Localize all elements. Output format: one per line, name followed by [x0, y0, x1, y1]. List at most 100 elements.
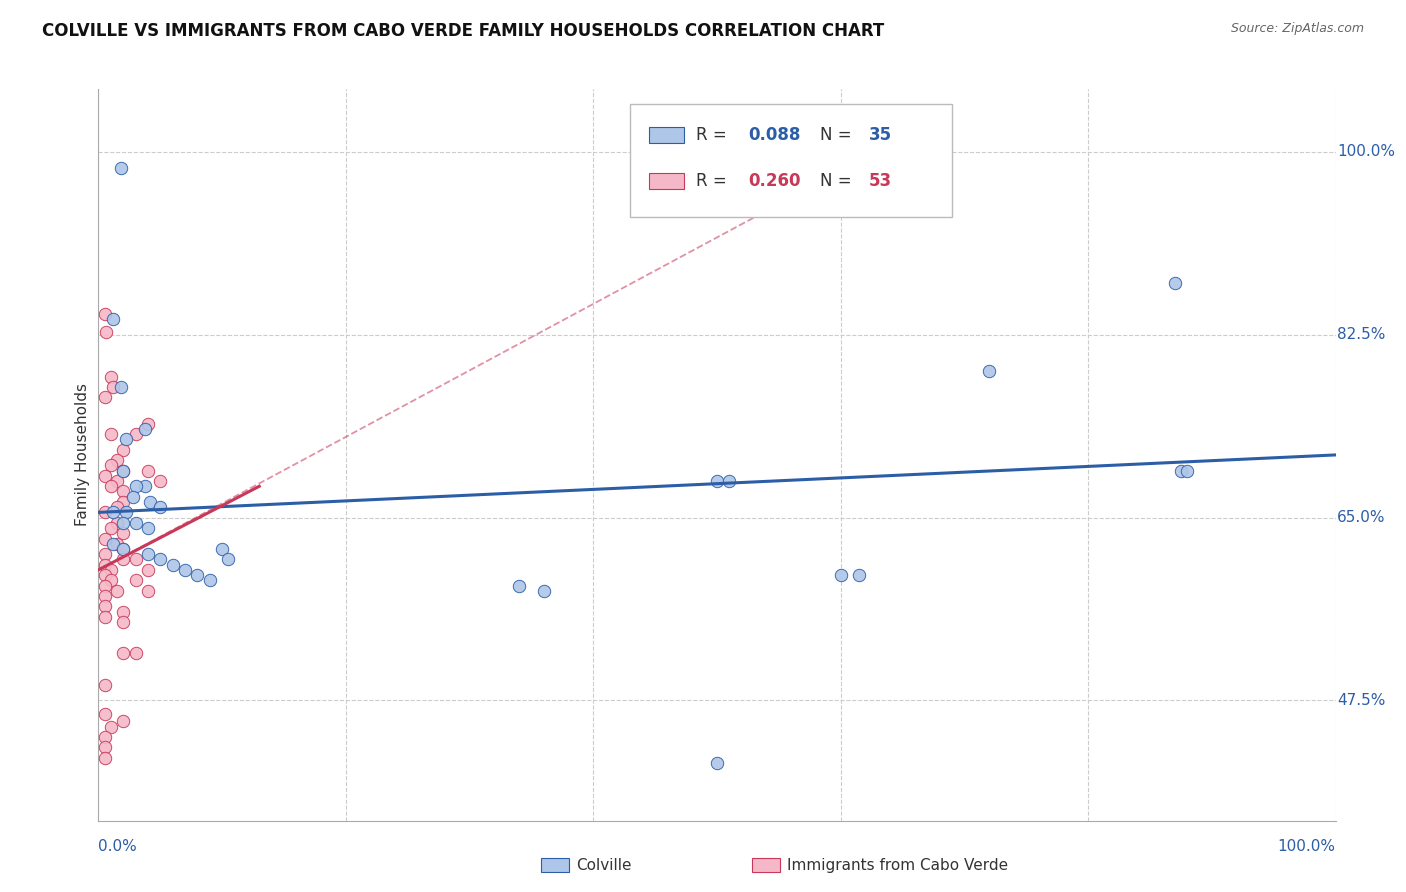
Point	[122, 490, 145, 504]
Point	[112, 516, 135, 530]
Point	[830, 568, 852, 582]
Point	[124, 552, 146, 566]
Point	[94, 325, 117, 339]
Point	[136, 417, 159, 431]
Point	[93, 505, 115, 519]
Text: 0.260: 0.260	[748, 171, 800, 190]
Point	[162, 558, 184, 572]
Point	[149, 474, 172, 488]
Text: 100.0%: 100.0%	[1278, 838, 1336, 854]
Point	[93, 589, 115, 603]
Text: 100.0%: 100.0%	[1337, 145, 1395, 160]
Point	[93, 558, 115, 572]
Point	[114, 505, 136, 519]
Point	[114, 432, 136, 446]
Point	[110, 161, 132, 175]
Point	[112, 647, 135, 661]
Point	[93, 578, 115, 592]
Point	[136, 464, 159, 478]
Point	[139, 495, 162, 509]
Point	[105, 453, 128, 467]
Point	[136, 583, 159, 598]
Bar	[650, 172, 683, 189]
Point	[93, 568, 115, 582]
Point	[124, 574, 146, 588]
Point	[112, 495, 135, 509]
Point	[124, 427, 146, 442]
Point	[136, 563, 159, 577]
Point	[100, 369, 122, 384]
Point	[149, 552, 172, 566]
Point	[134, 479, 156, 493]
Point	[93, 468, 115, 483]
Text: 0.0%: 0.0%	[98, 838, 138, 854]
Point	[105, 537, 128, 551]
Point	[112, 464, 135, 478]
Point	[93, 599, 115, 614]
Point	[198, 574, 221, 588]
Point	[112, 541, 135, 556]
Point	[93, 678, 115, 692]
Point	[112, 484, 135, 499]
Point	[103, 380, 125, 394]
Point	[112, 615, 135, 629]
Text: 47.5%: 47.5%	[1337, 693, 1385, 708]
Point	[1170, 464, 1192, 478]
Text: R =: R =	[696, 127, 733, 145]
Point	[103, 312, 125, 326]
Text: Colville: Colville	[576, 858, 631, 872]
Point	[848, 568, 870, 582]
Text: COLVILLE VS IMMIGRANTS FROM CABO VERDE FAMILY HOUSEHOLDS CORRELATION CHART: COLVILLE VS IMMIGRANTS FROM CABO VERDE F…	[42, 22, 884, 40]
Point	[93, 707, 115, 722]
Point	[706, 474, 728, 488]
Text: 0.088: 0.088	[748, 127, 800, 145]
Point	[1175, 464, 1198, 478]
Point	[93, 730, 115, 744]
Text: 82.5%: 82.5%	[1337, 327, 1385, 343]
Point	[103, 505, 125, 519]
Point	[93, 532, 115, 546]
Point	[93, 307, 115, 321]
Point	[112, 442, 135, 457]
Point	[93, 391, 115, 405]
Point	[134, 422, 156, 436]
Text: 35: 35	[869, 127, 893, 145]
Point	[100, 521, 122, 535]
Text: Immigrants from Cabo Verde: Immigrants from Cabo Verde	[787, 858, 1008, 872]
Point	[112, 552, 135, 566]
Point	[93, 751, 115, 765]
Point	[124, 647, 146, 661]
Point	[706, 756, 728, 771]
Point	[100, 427, 122, 442]
Point	[217, 552, 239, 566]
Point	[186, 568, 208, 582]
Point	[112, 541, 135, 556]
FancyBboxPatch shape	[630, 103, 952, 218]
Point	[112, 526, 135, 541]
Y-axis label: Family Households: Family Households	[75, 384, 90, 526]
Point	[105, 516, 128, 530]
Point	[136, 521, 159, 535]
Point	[718, 474, 741, 488]
Point	[100, 574, 122, 588]
Text: N =: N =	[820, 171, 856, 190]
Point	[100, 563, 122, 577]
Point	[105, 583, 128, 598]
Point	[100, 479, 122, 493]
Point	[211, 541, 233, 556]
Text: 53: 53	[869, 171, 893, 190]
Point	[93, 740, 115, 755]
Point	[1164, 276, 1187, 290]
Point	[136, 547, 159, 561]
Point	[979, 364, 1001, 378]
Point	[100, 458, 122, 473]
Point	[112, 714, 135, 729]
Point	[103, 537, 125, 551]
Text: 65.0%: 65.0%	[1337, 510, 1385, 525]
Point	[100, 720, 122, 734]
Point	[93, 547, 115, 561]
Point	[112, 464, 135, 478]
Point	[149, 500, 172, 515]
Point	[533, 583, 555, 598]
Bar	[650, 128, 683, 144]
